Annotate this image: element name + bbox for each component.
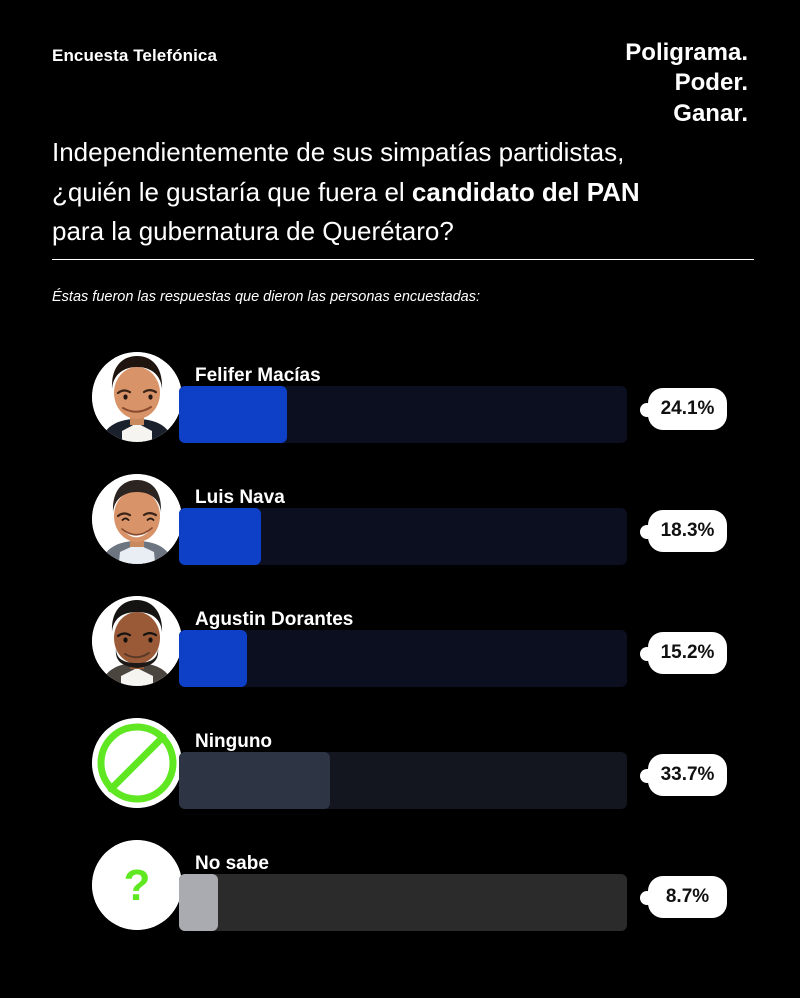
svg-text:?: ?: [124, 861, 151, 910]
